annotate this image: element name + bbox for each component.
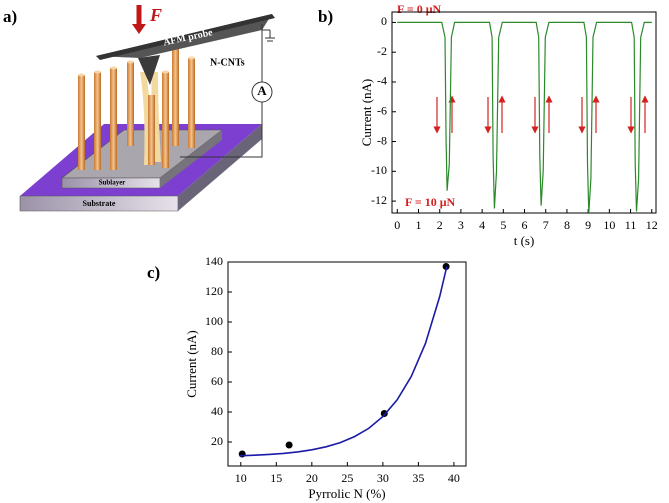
x-tick-label: 35 xyxy=(412,471,424,485)
y-tick-label: 20 xyxy=(211,434,223,448)
sublayer-label: Sublayer xyxy=(99,179,126,187)
x-tick-label: 15 xyxy=(270,471,282,485)
direction-arrows xyxy=(433,95,649,134)
x-tick-label: 30 xyxy=(377,471,389,485)
x-axis-label: Pyrrolic N (%) xyxy=(308,486,385,501)
x-tick-label: 10 xyxy=(235,471,247,485)
ammeter-label: A xyxy=(257,83,267,98)
y-tick-label: -10 xyxy=(371,163,387,177)
afm-tip xyxy=(138,55,160,85)
sublayer-side xyxy=(160,130,222,188)
nanotubes xyxy=(78,46,195,170)
y-tick-label: -2 xyxy=(377,44,387,58)
x-tick-label: 10 xyxy=(603,218,615,232)
y-tick-label: 120 xyxy=(205,284,223,298)
wire xyxy=(180,102,263,158)
x-tick-label: 3 xyxy=(458,218,464,232)
x-axis-label: t (s) xyxy=(514,233,535,248)
x-tick-label: 11 xyxy=(625,218,637,232)
y-axis-label: Current (nA) xyxy=(184,330,199,398)
afm-cantilever-edge xyxy=(96,14,275,60)
x-tick-label: 7 xyxy=(543,218,549,232)
annotation: F = 0 μN xyxy=(397,2,442,16)
current-trace xyxy=(397,21,652,214)
panel-label: c) xyxy=(147,263,160,282)
annotation: F = 10 μN xyxy=(405,195,456,209)
force-arrow-head xyxy=(132,24,146,34)
x-tick-label: 8 xyxy=(564,218,570,232)
y-tick-label: -6 xyxy=(377,104,387,118)
x-tick-label: 1 xyxy=(416,218,422,232)
diagram: Sublayer Substrate AFM probe F A N-CNTs xyxy=(19,5,275,212)
x-tick-label: 2 xyxy=(437,218,443,232)
y-tick-label: 40 xyxy=(211,404,223,418)
y-tick-label: 100 xyxy=(205,314,223,328)
substrate-side xyxy=(178,124,262,211)
x-tick-label: 0 xyxy=(394,218,400,232)
x-tick-label: 25 xyxy=(341,471,353,485)
y-tick-label: 140 xyxy=(205,254,223,268)
y-tick-label: -4 xyxy=(377,74,387,88)
x-tick-label: 9 xyxy=(585,218,591,232)
substrate-label: Substrate xyxy=(83,199,116,208)
plot-frame xyxy=(391,11,657,214)
ammeter xyxy=(251,81,273,103)
x-tick-label: 6 xyxy=(522,218,528,232)
plot-frame xyxy=(227,261,467,467)
data-point xyxy=(285,441,293,449)
nanotube-label: N-CNTs xyxy=(210,57,245,68)
y-tick-label: 80 xyxy=(211,344,223,358)
x-tick-label: 12 xyxy=(646,218,658,232)
panel-label: a) xyxy=(3,7,17,26)
fit-curve xyxy=(239,266,448,457)
y-tick-label: -12 xyxy=(371,193,387,207)
y-axis-label: Current (nA) xyxy=(359,79,374,147)
x-tick-label: 4 xyxy=(479,218,485,232)
y-tick-label: 0 xyxy=(381,14,387,28)
x-tick-label: 20 xyxy=(306,471,318,485)
x-tick-label: 5 xyxy=(500,218,506,232)
y-tick-label: 60 xyxy=(211,374,223,388)
force-label: F xyxy=(149,5,162,25)
y-tick-label: -8 xyxy=(377,133,387,147)
panel-label: b) xyxy=(318,7,333,26)
x-tick-label: 40 xyxy=(448,471,460,485)
